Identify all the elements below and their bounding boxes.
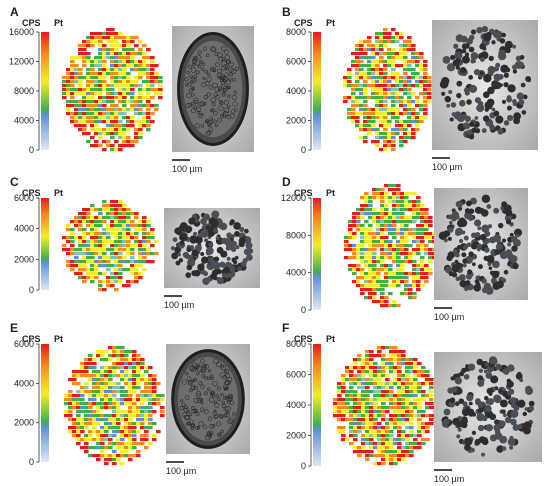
color-scale-tick-label: 8000 (286, 27, 306, 37)
color-scale-tick-label: 0 (301, 461, 306, 471)
color-scale-bar (313, 32, 321, 150)
color-scale-tick-label: 8000 (14, 86, 34, 96)
color-scale-bar (41, 32, 49, 150)
micrograph-image (164, 208, 260, 288)
scale-bar-label: 100 µm (432, 162, 462, 172)
unit-cps-label: CPS (294, 18, 313, 28)
color-scale-tick-label: 4000 (14, 116, 34, 126)
micrograph-image (434, 352, 542, 462)
color-scale-tick-label: 16000 (9, 27, 34, 37)
scale-bar-label: 100 µm (166, 466, 196, 476)
color-scale-tick-label: 6000 (286, 370, 306, 380)
color-scale-tick-label: 4000 (286, 400, 306, 410)
unit-pt-label: Pt (326, 188, 335, 198)
color-scale-bar (313, 344, 321, 466)
elemental-heat-map (333, 346, 438, 466)
color-scale-tick-label: 12000 (9, 57, 34, 67)
panel-label: B (282, 5, 291, 19)
color-scale-tick-label: 12000 (281, 193, 306, 203)
micrograph-image (166, 344, 250, 454)
elemental-heat-map (64, 346, 165, 466)
color-scale-bar (313, 198, 321, 310)
color-scale-tick-label: 4000 (14, 378, 34, 388)
panel-label: E (10, 321, 18, 335)
scale-bar-label: 100 µm (164, 300, 194, 310)
micrograph-image (172, 26, 254, 152)
color-scale-tick-label: 6000 (14, 339, 34, 349)
color-scale-tick-label: 2000 (14, 418, 34, 428)
color-scale-bar (41, 344, 49, 462)
scale-bar-label: 100 µm (172, 164, 202, 174)
unit-pt-label: Pt (54, 334, 63, 344)
scale-bar-label: 100 µm (434, 474, 464, 484)
elemental-heat-map (62, 200, 159, 292)
color-scale-tick-label: 6000 (14, 193, 34, 203)
unit-pt-label: Pt (326, 334, 335, 344)
color-scale-tick-label: 4000 (286, 86, 306, 96)
unit-pt-label: Pt (326, 18, 335, 28)
panel-e: E CPS Pt 6000 4000 2000 0 100 µm (10, 321, 250, 476)
unit-cps-label: CPS (294, 188, 313, 198)
color-scale-tick-label: 0 (29, 457, 34, 467)
color-scale-tick-label: 0 (301, 145, 306, 155)
micrograph-image (434, 188, 528, 300)
color-scale-bar (41, 198, 49, 290)
color-scale-tick-label: 2000 (286, 116, 306, 126)
color-scale-tick-label: 0 (29, 285, 34, 295)
elemental-heat-map (344, 184, 437, 308)
color-scale-tick-label: 8000 (286, 230, 306, 240)
unit-cps-label: CPS (22, 18, 41, 28)
micrograph-image (432, 20, 538, 150)
color-scale-tick-label: 2000 (14, 254, 34, 264)
panel-label: A (10, 5, 19, 19)
unit-cps-label: CPS (22, 334, 41, 344)
elemental-heat-map (62, 28, 163, 152)
scale-bar-label: 100 µm (434, 312, 464, 322)
panel-f: F CPS Pt 8000 6000 4000 2000 0 100 µm (282, 321, 542, 484)
color-scale-tick-label: 4000 (286, 268, 306, 278)
color-scale-tick-label: 4000 (14, 224, 34, 234)
unit-cps-label: CPS (22, 188, 41, 198)
panel-label: D (282, 175, 291, 189)
unit-pt-label: Pt (54, 188, 63, 198)
color-scale-tick-label: 2000 (286, 431, 306, 441)
color-scale-tick-label: 6000 (286, 57, 306, 67)
panel-label: C (10, 175, 19, 189)
color-scale-tick-label: 8000 (286, 339, 306, 349)
panel-label: F (282, 321, 289, 335)
unit-cps-label: CPS (294, 334, 313, 344)
unit-pt-label: Pt (54, 18, 63, 28)
elemental-heat-map (343, 28, 432, 152)
color-scale-tick-label: 0 (29, 145, 34, 155)
color-scale-tick-label: 0 (301, 305, 306, 315)
